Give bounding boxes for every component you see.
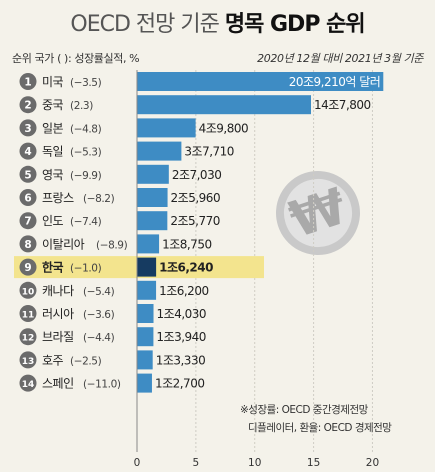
rank-badge xyxy=(19,328,37,346)
bar xyxy=(137,211,168,231)
value-label: 20조9,210억 달러 xyxy=(289,75,381,89)
rank-badge xyxy=(19,165,37,183)
country-name: 프랑스 xyxy=(42,191,74,205)
rank-badge xyxy=(19,235,37,253)
growth-rate: (−2.5) xyxy=(70,355,102,367)
rank-number: 12 xyxy=(22,334,35,344)
note-line-1: ※성장률: OECD 중간경제전망 xyxy=(240,404,368,416)
value-label: 14조7,800 xyxy=(314,98,371,112)
growth-rate: (−9.9) xyxy=(70,170,102,182)
country-name: 캐나다 xyxy=(42,284,74,298)
growth-rate: (−1.0) xyxy=(70,263,102,275)
x-tick-label: 10 xyxy=(248,457,261,469)
rank-badge xyxy=(19,281,37,299)
growth-rate: (−4.8) xyxy=(70,123,102,135)
country-name: 독일 xyxy=(42,145,63,159)
rank-badge xyxy=(19,305,37,322)
value-label: 1조3,940 xyxy=(156,330,206,344)
rank-badge xyxy=(19,351,37,369)
x-tick-label: 5 xyxy=(193,457,200,469)
rank-badge xyxy=(19,96,37,114)
bar xyxy=(137,234,160,254)
title-prefix: OECD 전망 기준 xyxy=(70,12,219,37)
country-name: 이탈리아 xyxy=(42,237,85,251)
value-label: 1조4,030 xyxy=(157,307,207,321)
growth-rate: (−5.3) xyxy=(70,147,102,159)
growth-rate: (−11.0) xyxy=(83,379,121,391)
bar xyxy=(137,327,154,347)
bar xyxy=(137,373,152,393)
bar xyxy=(137,141,182,161)
bar xyxy=(137,188,168,207)
country-name: 한국 xyxy=(42,260,64,275)
country-name: 러시아 xyxy=(42,307,74,321)
rank-badge xyxy=(19,258,37,276)
rank-badge xyxy=(19,189,37,206)
rank-number: 11 xyxy=(22,311,35,321)
value-label: 3조7,710 xyxy=(184,145,234,159)
rank-number: 10 xyxy=(22,287,35,297)
growth-rate: (−8.9) xyxy=(96,239,128,251)
rank-badge xyxy=(19,212,37,230)
value-label: 2조5,770 xyxy=(170,214,220,228)
bar xyxy=(137,350,153,370)
country-name: 스페인 xyxy=(42,377,74,391)
note-line-2: 디플레이터, 환율: OECD 경제전망 xyxy=(248,422,392,434)
won-sign-icon: ₩ xyxy=(276,171,360,255)
growth-rate: (−8.2) xyxy=(83,193,115,205)
value-label: 2조5,960 xyxy=(171,191,221,205)
rank-number: 6 xyxy=(24,193,31,205)
value-label: 1조3,330 xyxy=(156,353,206,367)
rank-number: 5 xyxy=(24,169,31,181)
country-name: 중국 xyxy=(42,98,64,112)
growth-rate: (−3.5) xyxy=(70,77,102,89)
rank-number: 4 xyxy=(24,146,31,158)
value-label: 1조8,750 xyxy=(162,237,212,251)
title-bold: 명목 GDP 순위 xyxy=(224,12,366,37)
x-tick-label: 15 xyxy=(307,457,320,469)
rank-number: 8 xyxy=(24,239,31,251)
chart-title: OECD 전망 기준 명목 GDP 순위 xyxy=(0,6,435,38)
value-label: 2조7,030 xyxy=(172,168,222,182)
country-name: 인도 xyxy=(42,214,64,228)
country-name: 미국 xyxy=(42,75,64,89)
growth-rate: (−7.4) xyxy=(70,216,102,228)
rank-badge xyxy=(19,119,37,137)
country-name: 브라질 xyxy=(42,330,74,344)
value-label: 1조2,700 xyxy=(155,377,205,391)
rank-badge xyxy=(19,142,37,160)
rank-number: 9 xyxy=(24,262,31,274)
value-label: 1조6,240 xyxy=(159,261,213,275)
growth-rate: (−4.4) xyxy=(83,332,115,344)
rank-number: 14 xyxy=(22,380,35,390)
bar xyxy=(137,72,384,91)
country-name: 영국 xyxy=(42,168,64,182)
column-header-left: 순위 국가 ( ): 성장률실적, % xyxy=(12,52,140,65)
rank-number: 7 xyxy=(24,216,31,228)
rank-badge xyxy=(19,374,37,392)
value-label: 1조6,200 xyxy=(159,284,209,298)
value-label: 4조9,800 xyxy=(199,121,249,135)
growth-rate: (−5.4) xyxy=(83,286,115,298)
bar xyxy=(137,164,169,184)
x-tick-label: 0 xyxy=(134,457,141,469)
rank-badge xyxy=(19,73,37,90)
growth-rate: (2.3) xyxy=(70,100,93,112)
column-header-right: 2020년 12월 대비 2021년 3월 기준 xyxy=(257,52,423,65)
bar xyxy=(137,280,157,300)
bar xyxy=(137,95,312,115)
rank-number: 1 xyxy=(24,77,31,89)
bar xyxy=(137,304,154,323)
x-tick-label: 20 xyxy=(366,457,379,469)
bar xyxy=(137,257,157,277)
country-name: 호주 xyxy=(42,353,64,367)
country-name: 일본 xyxy=(42,121,64,135)
rank-number: 2 xyxy=(24,100,31,112)
growth-rate: (−3.6) xyxy=(83,309,115,321)
rank-number: 13 xyxy=(22,357,35,367)
rank-number: 3 xyxy=(24,123,31,135)
bar xyxy=(137,118,196,138)
